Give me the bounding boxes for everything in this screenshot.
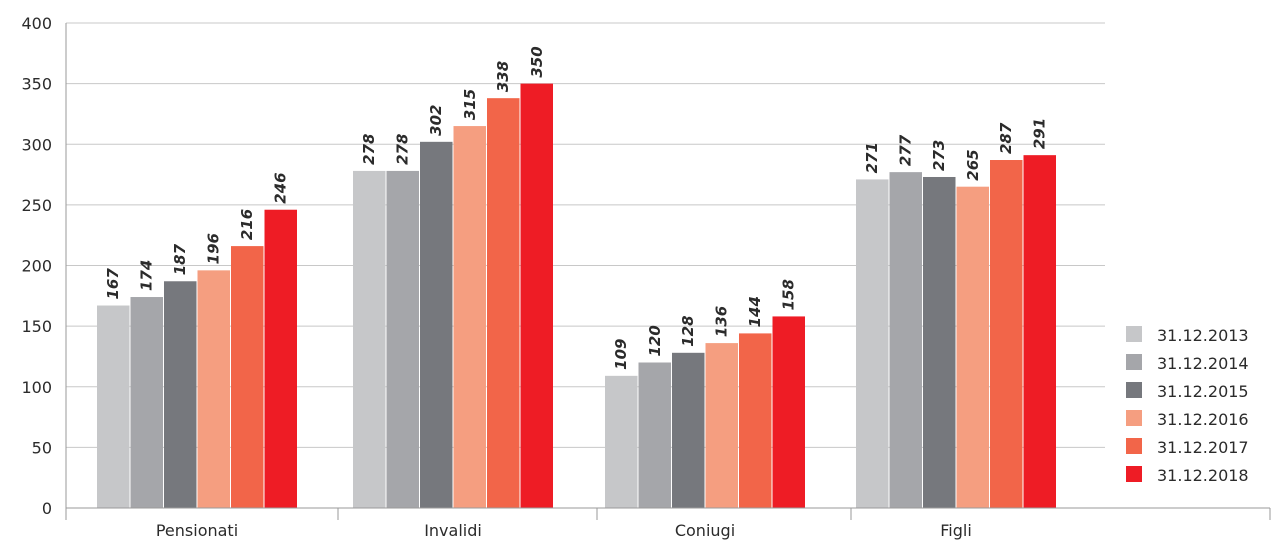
y-tick-label: 0 [42,499,52,518]
x-axis [65,23,1271,520]
data-label: 265 [964,149,982,180]
bar-coniugi-31.12.2017 [739,333,772,508]
data-label: 167 [104,268,122,300]
bar-figli-31.12.2015 [923,176,956,509]
y-tick-label: 400 [21,14,52,33]
bar-invalidi-31.12.2014 [386,170,419,509]
bar-invalidi-31.12.2017 [487,98,520,509]
y-tick-label: 350 [21,75,52,94]
data-label: 174 [138,260,156,291]
data-label: 350 [528,46,546,77]
bar-invalidi-31.12.2018 [520,83,553,508]
y-tick-label: 250 [21,196,52,215]
bar-figli-31.12.2013 [856,179,889,508]
bar-figli-31.12.2018 [1023,155,1056,508]
data-label: 246 [272,172,290,203]
data-label: 271 [863,142,881,173]
legend-swatch [1126,466,1142,482]
bar-invalidi-31.12.2013 [353,170,386,509]
data-label: 144 [746,296,764,327]
data-label: 278 [360,134,378,165]
legend-label: 31.12.2013 [1157,326,1249,345]
data-label: 302 [427,105,445,136]
legend-swatch [1126,410,1142,426]
data-label: 338 [494,61,512,92]
y-tick-label: 300 [21,135,52,154]
category-label: Pensionati [156,521,238,540]
data-label: 291 [1031,118,1049,149]
bar-coniugi-31.12.2014 [638,362,671,508]
bar-coniugi-31.12.2015 [672,352,705,508]
category-label: Figli [940,521,972,540]
y-tick-label: 100 [21,378,52,397]
legend-label: 31.12.2018 [1157,466,1249,485]
data-label: 158 [780,279,798,310]
bar-pensionati-31.12.2013 [97,305,130,508]
legend-label: 31.12.2016 [1157,410,1249,429]
bar-coniugi-31.12.2018 [772,316,805,508]
y-tick-label: 150 [21,317,52,336]
bar-pensionati-31.12.2016 [197,270,230,508]
data-label: 109 [612,339,630,370]
legend-swatch [1126,326,1142,342]
y-tick-label: 50 [32,438,52,457]
bar-figli-31.12.2017 [990,160,1023,508]
category-label: Invalidi [424,521,482,540]
category-label: Coniugi [675,521,735,540]
legend: 31.12.2013 31.12.2014 31.12.2015 31.12.2016… [1126,326,1249,485]
data-label: 196 [205,233,223,264]
data-label: 187 [171,243,189,275]
bar-coniugi-31.12.2013 [605,375,638,508]
category-labels: Pensionati Invalidi Coniugi Figli [156,521,972,540]
data-labels: 167 174 187 196 216 246 278 278 302 315 338 350 109 1… [104,46,1049,370]
data-label: 120 [646,325,664,356]
bars [97,83,1056,509]
legend-swatch [1126,438,1142,454]
y-axis-ticks: 0 50 100 150 200 250 300 350 400 [21,14,52,518]
y-tick-label: 200 [21,257,52,276]
bar-invalidi-31.12.2015 [420,141,453,508]
bar-coniugi-31.12.2016 [705,343,738,508]
data-label: 216 [238,209,256,240]
legend-label: 31.12.2015 [1157,382,1249,401]
legend-swatch [1126,382,1142,398]
data-label: 273 [930,140,948,171]
bar-invalidi-31.12.2016 [453,126,486,508]
bar-pensionati-31.12.2014 [130,297,163,508]
data-label: 277 [897,134,915,166]
bar-pensionati-31.12.2018 [264,209,297,508]
bar-figli-31.12.2014 [889,172,922,508]
data-label: 128 [679,315,697,346]
bar-pensionati-31.12.2015 [164,281,197,508]
bar-figli-31.12.2016 [956,186,989,508]
bar-pensionati-31.12.2017 [231,246,264,508]
data-label: 315 [461,89,479,120]
legend-label: 31.12.2017 [1157,438,1249,457]
data-label: 136 [713,306,731,337]
data-label: 278 [394,134,412,165]
data-label: 287 [997,122,1015,154]
legend-label: 31.12.2014 [1157,354,1249,373]
legend-swatch [1126,354,1142,370]
